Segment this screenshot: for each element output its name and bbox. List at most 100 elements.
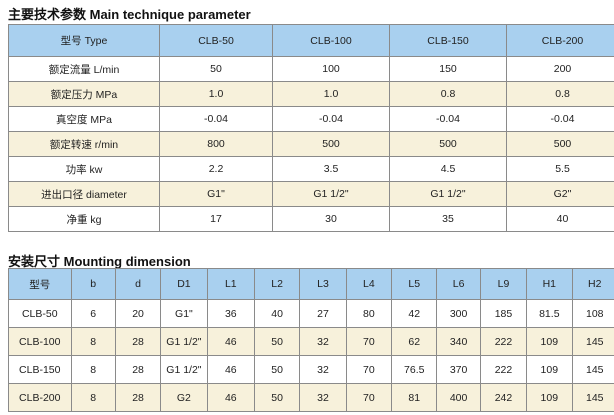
table-cell: 46 — [206, 355, 255, 384]
table-cell: 80 — [345, 299, 393, 328]
row-label: 进出口径 diameter — [8, 181, 160, 207]
column-header: CLB-50 — [159, 24, 273, 57]
table-cell: 81 — [391, 383, 438, 412]
table-cell: 108 — [571, 299, 614, 328]
table-row: CLB-200 8 28 G2 46 50 32 70 81 400 242 109 145 — [8, 383, 614, 412]
table-row: CLB-50 6 20 G1" 36 40 27 80 42 300 185 81.5 108 — [8, 299, 614, 328]
column-header: L9 — [479, 268, 528, 300]
table-cell: -0.04 — [159, 106, 273, 132]
table-cell: 1.0 — [272, 81, 390, 107]
table-cell: 17 — [159, 206, 273, 232]
mounting-table: 型号 b d D1 L1 L2 L3 L4 L5 L6 L9 H1 H2 CLB-50 6 20 G1" 36 4… — [8, 268, 614, 412]
table-cell: -0.04 — [389, 106, 507, 132]
row-label: 真空度 MPa — [8, 106, 160, 132]
table-cell: G2" — [506, 181, 614, 207]
table-cell: 109 — [526, 383, 573, 412]
table-header-row: 型号 b d D1 L1 L2 L3 L4 L5 L6 L9 H1 H2 — [8, 268, 614, 300]
table-cell: 46 — [206, 327, 255, 356]
table-row: 额定压力 MPa 1.0 1.0 0.8 0.8 — [8, 81, 614, 107]
table-cell: 222 — [479, 327, 528, 356]
table-cell: 27 — [299, 299, 347, 328]
table-cell: 1.0 — [159, 81, 273, 107]
table-header-row: 型号 Type CLB-50 CLB-100 CLB-150 CLB-200 — [8, 24, 614, 57]
table-cell: 222 — [479, 355, 528, 384]
table-cell: -0.04 — [272, 106, 390, 132]
column-header: 型号 Type — [8, 24, 160, 57]
table-row: 净重 kg 17 30 35 40 — [8, 206, 614, 232]
table-cell: 500 — [389, 131, 507, 157]
main-params-title: 主要技术参数 Main technique parameter — [8, 7, 251, 22]
table-cell: 50 — [253, 355, 301, 384]
main-params-table: 型号 Type CLB-50 CLB-100 CLB-150 CLB-200 额定流量 … — [8, 24, 614, 232]
table-row: CLB-100 8 28 G1 1/2" 46 50 32 70 62 340 222 109 145 — [8, 327, 614, 356]
table-cell: 340 — [436, 327, 481, 356]
table-cell: G2 — [160, 383, 208, 412]
table-cell: 100 — [272, 56, 390, 82]
row-label: 额定流量 L/min — [8, 56, 160, 82]
mounting-title: 安装尺寸 Mounting dimension — [8, 254, 191, 269]
table-cell: 500 — [272, 131, 390, 157]
table-cell: 8 — [70, 327, 116, 356]
table-row: CLB-150 8 28 G1 1/2" 46 50 32 70 76.5 370 222 109 14… — [8, 355, 614, 384]
column-header: D1 — [160, 268, 208, 300]
column-header: L2 — [253, 268, 301, 300]
table-cell: 400 — [436, 383, 481, 412]
table-row: 额定转速 r/min 800 500 500 500 — [8, 131, 614, 157]
table-cell: 800 — [159, 131, 273, 157]
table-cell: 50 — [253, 327, 301, 356]
table-cell: 109 — [526, 327, 573, 356]
column-header: CLB-150 — [389, 24, 507, 57]
table-cell: 32 — [299, 383, 347, 412]
table-cell: 500 — [506, 131, 614, 157]
table-cell: 30 — [272, 206, 390, 232]
table-cell: 5.5 — [506, 156, 614, 182]
table-cell: 62 — [391, 327, 438, 356]
table-cell: 36 — [206, 299, 255, 328]
table-cell: 40 — [253, 299, 301, 328]
table-cell: 185 — [479, 299, 528, 328]
table-cell: 370 — [436, 355, 481, 384]
row-label: 净重 kg — [8, 206, 160, 232]
column-header: L5 — [391, 268, 438, 300]
table-row: 功率 kw 2.2 3.5 4.5 5.5 — [8, 156, 614, 182]
table-cell: 150 — [389, 56, 507, 82]
column-header: L3 — [299, 268, 347, 300]
column-header: H1 — [526, 268, 573, 300]
table-cell: 35 — [389, 206, 507, 232]
table-cell: 145 — [571, 355, 614, 384]
table-cell: 145 — [571, 327, 614, 356]
table-cell: 145 — [571, 383, 614, 412]
table-cell: G1 1/2" — [160, 327, 208, 356]
column-header: L6 — [436, 268, 481, 300]
table-cell: -0.04 — [506, 106, 614, 132]
table-cell: 20 — [114, 299, 162, 328]
table-cell: 32 — [299, 327, 347, 356]
table-cell: 6 — [70, 299, 116, 328]
table-row: 额定流量 L/min 50 100 150 200 — [8, 56, 614, 82]
table-cell: 50 — [159, 56, 273, 82]
column-header: CLB-200 — [506, 24, 614, 57]
table-cell: 8 — [70, 383, 116, 412]
table-cell: 81.5 — [526, 299, 573, 328]
table-cell: 28 — [114, 383, 162, 412]
table-cell: 200 — [506, 56, 614, 82]
table-cell: 4.5 — [389, 156, 507, 182]
table-cell: 50 — [253, 383, 301, 412]
table-cell: 242 — [479, 383, 528, 412]
column-header: d — [114, 268, 162, 300]
table-row: 进出口径 diameter G1" G1 1/2" G1 1/2" G2" — [8, 181, 614, 207]
column-header: b — [70, 268, 116, 300]
table-cell: 32 — [299, 355, 347, 384]
column-header: L1 — [206, 268, 255, 300]
row-label: CLB-150 — [8, 355, 72, 384]
table-cell: G1" — [160, 299, 208, 328]
table-cell: 42 — [391, 299, 438, 328]
row-label: CLB-100 — [8, 327, 72, 356]
table-cell: 40 — [506, 206, 614, 232]
table-row: 真空度 MPa -0.04 -0.04 -0.04 -0.04 — [8, 106, 614, 132]
table-cell: 76.5 — [391, 355, 438, 384]
table-cell: 28 — [114, 355, 162, 384]
column-header: L4 — [345, 268, 393, 300]
table-cell: 0.8 — [389, 81, 507, 107]
column-header: H2 — [571, 268, 614, 300]
